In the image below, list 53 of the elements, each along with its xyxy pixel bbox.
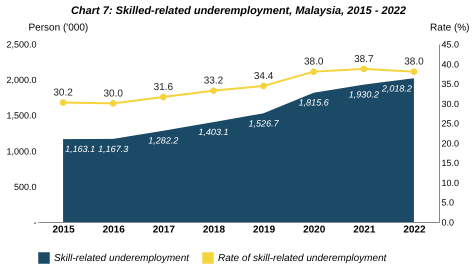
legend-label: Skill-related underemployment <box>54 253 190 264</box>
y2-tick-label: 10.0 <box>442 178 460 188</box>
data-label: 1,930.2 <box>348 90 379 100</box>
data-label: 31.6 <box>154 82 174 94</box>
data-label: 38.0 <box>304 56 324 68</box>
y2-tick-label: 25.0 <box>442 118 460 129</box>
x-tick-label: 2019 <box>252 224 276 236</box>
y2-tick-label: 30.0 <box>442 98 460 109</box>
x-tick-label: 2015 <box>52 224 76 236</box>
x-tick-label: 2017 <box>152 224 176 236</box>
data-label: 33.2 <box>204 76 224 87</box>
data-label: 38.0 <box>404 56 424 68</box>
y-tick-label: 500.0 <box>14 182 36 192</box>
y2-axis-title: Rate (%) <box>430 22 470 34</box>
y-axis-title: Person ('000) <box>28 22 88 34</box>
y2-tick-label: 15.0 <box>442 158 460 168</box>
point <box>60 99 66 106</box>
point <box>410 68 418 76</box>
chart-title: Chart 7: Skilled-related underemployment, Malaysia, 2015 - 2022 <box>70 5 406 17</box>
data-label: 30.2 <box>53 88 74 99</box>
point <box>210 87 217 94</box>
data-label: 1,282.2 <box>148 136 178 146</box>
x-tick-label: 2020 <box>303 224 326 236</box>
y2-tick-label: 5.0 <box>442 198 454 208</box>
data-label: 30.0 <box>103 88 124 100</box>
y-tick-label: 2,000.0 <box>6 75 36 86</box>
data-label: 1,815.6 <box>298 98 329 108</box>
y2-tick-label: 45.0 <box>442 40 460 50</box>
data-label: 34.4 <box>254 70 274 82</box>
point <box>160 94 167 100</box>
y2-tick-label: 40.0 <box>442 59 460 70</box>
y-tick-label: 1,000.0 <box>6 146 36 156</box>
x-tick-label: 2018 <box>202 224 226 236</box>
x-tick-label: 2022 <box>403 224 426 236</box>
point <box>260 82 267 90</box>
data-label: 1,526.7 <box>248 118 280 128</box>
data-label: 2,018.2 <box>380 83 412 94</box>
data-label: 38.7 <box>354 54 374 65</box>
data-label: 1,163.1 <box>65 144 96 154</box>
x-tick-label: 2016 <box>102 224 126 236</box>
y2-tick-label: 35.0 <box>442 79 460 90</box>
point <box>310 68 318 76</box>
y-tick-label: - <box>34 218 36 228</box>
legend-label: Rate of skill-related underemployment <box>218 253 388 264</box>
data-label: 1,167.3 <box>98 144 128 154</box>
y2-tick-label: 20.0 <box>442 138 460 148</box>
point <box>110 100 117 107</box>
data-label: 1,403.1 <box>198 127 228 138</box>
x-tick-label: 2021 <box>353 224 376 236</box>
y-tick-label: 2,500.0 <box>6 40 36 50</box>
y-tick-label: 1,500.0 <box>6 110 36 121</box>
point <box>360 66 368 72</box>
y2-tick-label: 0.0 <box>442 218 454 228</box>
